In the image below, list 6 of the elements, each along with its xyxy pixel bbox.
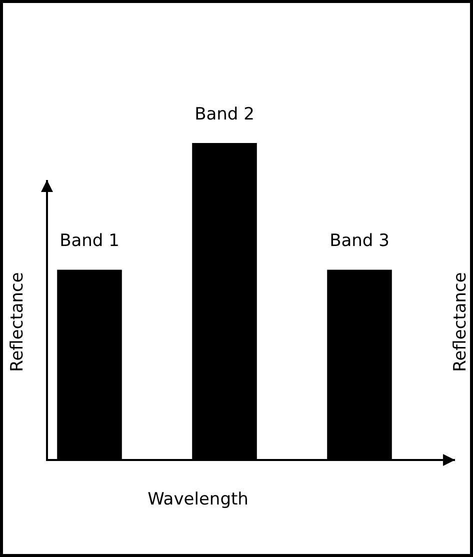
x-tick-label: Band 3 — [330, 231, 390, 252]
x-tick-label: Band 2 — [194, 104, 254, 124]
y2-axis-title: Reflectance — [450, 272, 470, 372]
x-axis-title: Wavelength — [148, 489, 248, 510]
x-tick-label: Band 1 — [60, 231, 120, 252]
y-axis-title: Reflectance — [7, 272, 28, 372]
